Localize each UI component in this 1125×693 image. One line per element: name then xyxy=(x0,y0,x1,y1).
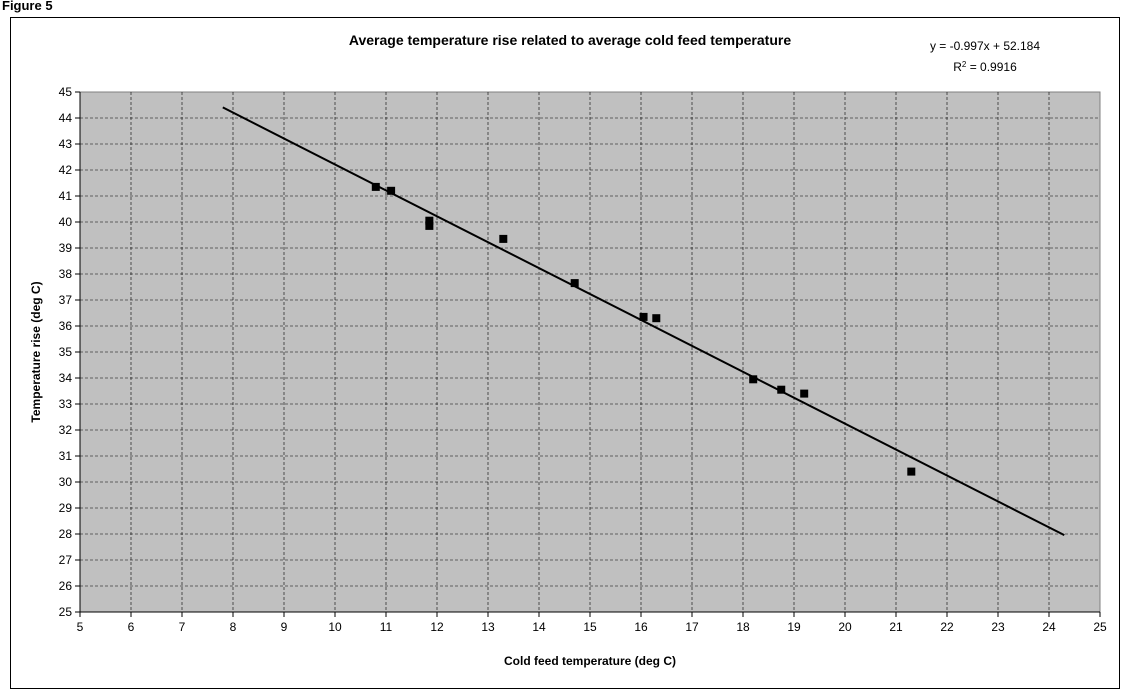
y-tick-label: 25 xyxy=(59,605,73,619)
data-point-square xyxy=(570,279,579,288)
y-tick-label: 29 xyxy=(59,501,73,515)
x-tick-label: 17 xyxy=(685,620,699,634)
data-point-square xyxy=(749,375,758,384)
axes: 5 6 7 8 9 10 11 12 13 14 15 16 17 18 19 20 21 22 23 24 25 25 2… xyxy=(59,85,1107,634)
y-tick-label: 32 xyxy=(59,423,73,437)
y-tick-label: 43 xyxy=(59,137,73,151)
x-tick-label: 24 xyxy=(1042,620,1056,634)
chart-title: Average temperature rise related to aver… xyxy=(349,32,791,48)
x-tick-label: 5 xyxy=(77,620,84,634)
y-tick-label: 26 xyxy=(59,579,73,593)
y-axis-title: Temperature rise (deg C) xyxy=(29,281,43,422)
trendline xyxy=(222,106,1065,537)
data-point-square xyxy=(907,467,916,476)
y-tick-label: 31 xyxy=(59,449,73,463)
y-tick-label: 38 xyxy=(59,267,73,281)
y-tick-label: 37 xyxy=(59,293,73,307)
data-point-square xyxy=(652,314,661,323)
y-tick-label: 27 xyxy=(59,553,73,567)
gridlines xyxy=(80,92,1100,612)
y-tick-label: 40 xyxy=(59,215,73,229)
y-tick-label: 36 xyxy=(59,319,73,333)
x-tick-label: 15 xyxy=(583,620,597,634)
x-axis-title: Cold feed temperature (deg C) xyxy=(504,654,676,668)
y-tick-label: 34 xyxy=(59,371,73,385)
data-point-square xyxy=(777,385,786,394)
x-tick-label: 6 xyxy=(128,620,135,634)
data-point-square xyxy=(800,389,809,398)
x-tick-label: 20 xyxy=(838,620,852,634)
x-tick-label: 18 xyxy=(736,620,750,634)
data-point-square xyxy=(499,234,508,243)
y-tick-label: 39 xyxy=(59,241,73,255)
x-tick-label: 19 xyxy=(787,620,801,634)
x-tick-label: 11 xyxy=(380,620,393,634)
x-tick-label: 7 xyxy=(179,620,186,634)
x-tick-label: 13 xyxy=(481,620,495,634)
y-tick-label: 45 xyxy=(59,85,73,99)
x-tick-label: 12 xyxy=(430,620,444,634)
y-tick-label: 30 xyxy=(59,475,73,489)
data-point-square xyxy=(425,221,434,230)
x-tick-label: 9 xyxy=(281,620,288,634)
x-tick-label: 10 xyxy=(328,620,342,634)
figure-label: Figure 5 xyxy=(2,0,53,13)
data-point-square xyxy=(425,216,434,225)
trendline-r-squared: R2 = 0.9916 xyxy=(953,60,1017,75)
trendline-path xyxy=(222,106,1065,537)
y-tick-label: 28 xyxy=(59,527,73,541)
y-tick-label: 41 xyxy=(59,189,73,203)
data-point-square xyxy=(639,312,648,321)
data-point-square xyxy=(387,186,396,195)
x-tick-label: 23 xyxy=(991,620,1005,634)
y-tick-label: 44 xyxy=(59,111,73,125)
x-tick-label: 16 xyxy=(634,620,648,634)
y-tick-label: 35 xyxy=(59,345,73,359)
x-tick-label: 25 xyxy=(1093,620,1107,634)
trendline-equation: y = -0.997x + 52.184 xyxy=(930,39,1040,53)
data-point-square xyxy=(371,182,380,191)
x-tick-label: 14 xyxy=(532,620,546,634)
x-tick-label: 21 xyxy=(889,620,903,634)
x-tick-label: 22 xyxy=(940,620,954,634)
y-tick-label: 42 xyxy=(59,163,73,177)
y-tick-label: 33 xyxy=(59,397,73,411)
x-tick-label: 8 xyxy=(230,620,237,634)
data-points xyxy=(371,182,916,476)
